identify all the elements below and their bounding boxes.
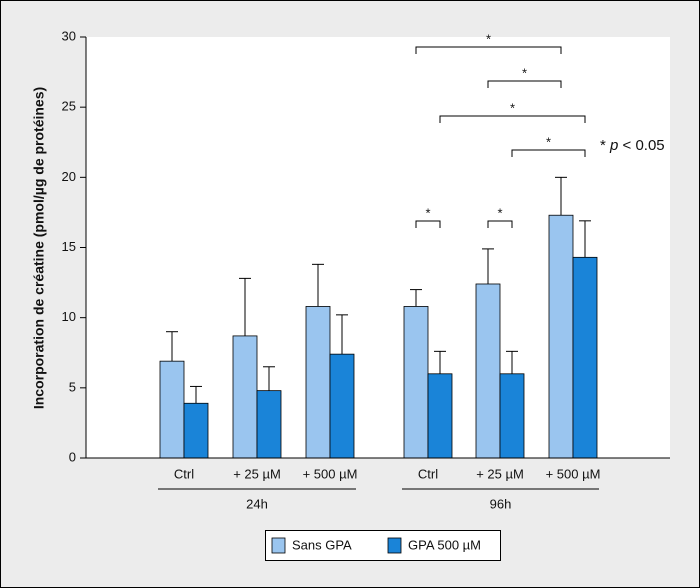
- y-axis-label: Incorporation de créatine (pmol/µg de pr…: [31, 87, 47, 409]
- bracket: [511, 149, 586, 157]
- legend-swatch: [387, 537, 402, 554]
- x-tick-label: Ctrl: [174, 466, 194, 481]
- bracket: [439, 115, 586, 123]
- bar: [403, 306, 429, 459]
- bar: [499, 373, 525, 459]
- bar: [475, 283, 501, 459]
- legend-label: Sans GPA: [292, 537, 352, 552]
- bar: [256, 390, 282, 459]
- bar: [548, 214, 574, 459]
- group-label: 96h: [490, 496, 512, 511]
- significance: *: [522, 65, 527, 80]
- significance: *: [486, 31, 491, 46]
- x-tick-label: + 25 µM: [233, 466, 281, 481]
- group-label: 24h: [246, 496, 268, 511]
- bracket: [487, 80, 562, 88]
- legend: [265, 530, 501, 561]
- note-star: *: [600, 137, 606, 154]
- bar: [232, 335, 258, 459]
- bar: [183, 402, 209, 459]
- significance: *: [510, 100, 515, 115]
- y-tick-label: 0: [69, 449, 76, 464]
- x-tick-label: + 500 µM: [303, 466, 358, 481]
- y-tick-label: 30: [62, 28, 76, 43]
- bar: [305, 306, 331, 459]
- note-rest: < 0.05: [623, 137, 665, 154]
- legend-label: GPA 500 µM: [408, 537, 481, 552]
- bar: [427, 373, 453, 459]
- significance: *: [546, 134, 551, 149]
- y-tick-label: 10: [62, 309, 76, 324]
- y-tick-label: 5: [69, 379, 76, 394]
- x-tick-label: + 25 µM: [476, 466, 524, 481]
- x-tick-label: + 500 µM: [546, 466, 601, 481]
- bracket: [415, 220, 441, 228]
- bar: [159, 360, 185, 459]
- y-tick-label: 25: [62, 99, 76, 114]
- bracket: [415, 46, 562, 54]
- bar: [572, 256, 598, 459]
- significance: *: [425, 205, 430, 220]
- bar: [329, 353, 355, 459]
- x-tick-label: Ctrl: [418, 466, 438, 481]
- legend-swatch: [271, 537, 286, 554]
- significance: *: [497, 205, 502, 220]
- y-tick-label: 20: [62, 169, 76, 184]
- note-p: p: [609, 137, 618, 154]
- y-tick-label: 15: [62, 239, 76, 254]
- note: * p < 0.05: [600, 137, 665, 154]
- bracket: [487, 220, 513, 228]
